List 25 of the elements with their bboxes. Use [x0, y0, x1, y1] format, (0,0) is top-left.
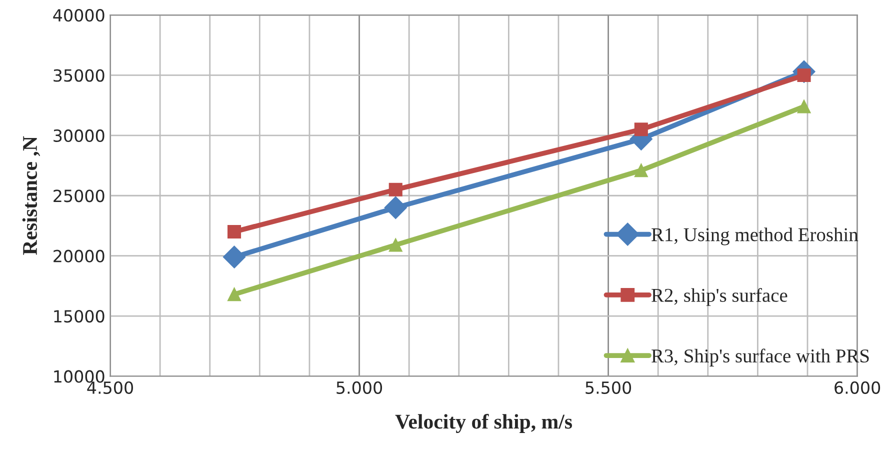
x-tick-label: 5.500 [586, 381, 632, 394]
y-tick-label: 30000 [54, 129, 104, 142]
point [227, 224, 242, 239]
legend-label: R1, Using method Eroshin [652, 228, 858, 246]
y-tick-label: 40000 [53, 9, 104, 22]
x-tick-label: 5.000 [336, 381, 382, 394]
point [634, 164, 648, 178]
x-tick-label: 6.000 [834, 381, 880, 394]
point [227, 288, 242, 302]
x-tick-label: 4.500 [87, 381, 133, 394]
y-tick-label: 35000 [54, 69, 104, 82]
point [384, 196, 407, 219]
y-tick-label: 25000 [54, 190, 104, 202]
legend-label: R2, ship's surface [652, 288, 788, 306]
legend-label: R3, Ship's surface with PRS [652, 348, 869, 366]
point [797, 100, 811, 114]
point [388, 182, 402, 196]
y-tick-label: 20000 [54, 250, 104, 262]
y-axis-title: Resistance ,N [22, 136, 40, 255]
point [634, 122, 648, 136]
x-axis-title: Velocity of ship, m/s [395, 414, 572, 434]
y-tick-label: 10000 [54, 370, 104, 383]
point [388, 238, 402, 252]
y-tick-label: 15000 [54, 310, 104, 323]
point [222, 246, 246, 268]
